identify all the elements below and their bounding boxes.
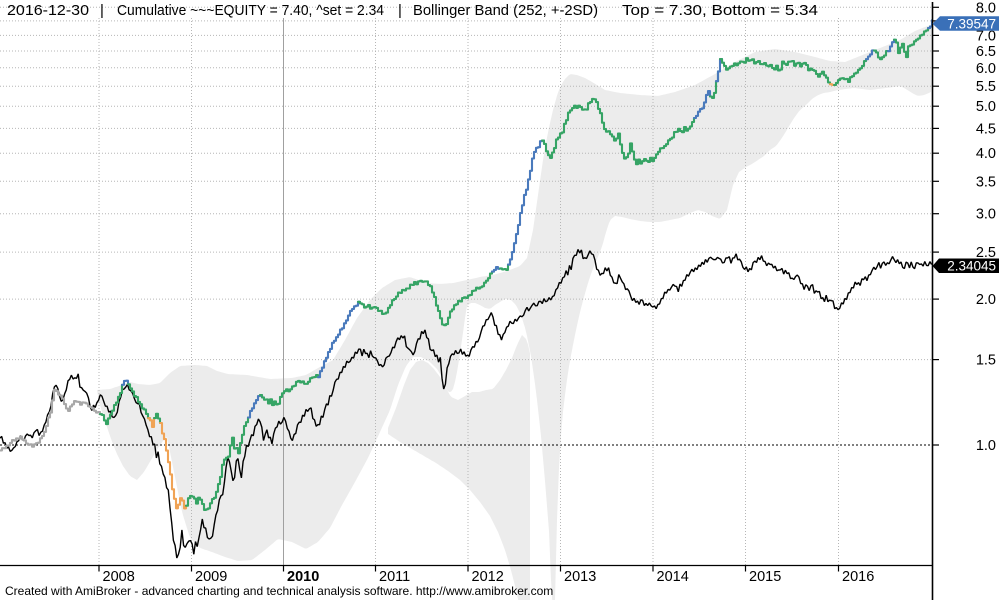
svg-text:5.5: 5.5 [976, 79, 996, 95]
svg-text:2.5: 2.5 [976, 245, 996, 261]
svg-text:7.39547: 7.39547 [947, 17, 996, 32]
svg-text:2010: 2010 [287, 569, 319, 585]
svg-text:6.0: 6.0 [976, 61, 996, 77]
svg-text:2016-12-30: 2016-12-30 [7, 2, 89, 19]
svg-text:2012: 2012 [472, 569, 504, 585]
svg-text:Bollinger Band (252, +-2SD): Bollinger Band (252, +-2SD) [413, 2, 598, 19]
svg-text:2013: 2013 [564, 569, 596, 585]
svg-text:2015: 2015 [749, 569, 781, 585]
svg-text:Cumulative ~~~EQUITY = 7.40, ^: Cumulative ~~~EQUITY = 7.40, ^set = 2.34 [117, 2, 384, 19]
svg-text:1.0: 1.0 [976, 438, 996, 454]
svg-text:2014: 2014 [657, 569, 689, 585]
svg-text:8.0: 8.0 [976, 0, 996, 16]
svg-text:6.5: 6.5 [976, 44, 996, 60]
svg-text:2016: 2016 [842, 569, 874, 585]
svg-text:|: | [100, 2, 104, 19]
svg-text:7.0: 7.0 [976, 28, 996, 44]
svg-text:2.34045: 2.34045 [947, 259, 996, 274]
svg-text:3.5: 3.5 [976, 174, 996, 190]
svg-text:Created with AmiBroker - advan: Created with AmiBroker - advanced charti… [5, 584, 553, 598]
svg-text:1.5: 1.5 [976, 353, 996, 369]
svg-text:2011: 2011 [379, 569, 410, 585]
svg-text:3.0: 3.0 [976, 207, 996, 223]
svg-text:4.0: 4.0 [976, 146, 996, 162]
svg-text:2008: 2008 [103, 569, 135, 585]
svg-text:5.0: 5.0 [976, 99, 996, 115]
svg-text:Top = 7.30, Bottom = 5.34: Top = 7.30, Bottom = 5.34 [622, 2, 818, 19]
svg-text:2009: 2009 [195, 569, 227, 585]
svg-text:|: | [398, 2, 402, 19]
svg-text:4.5: 4.5 [976, 121, 996, 137]
svg-text:2.0: 2.0 [976, 292, 996, 308]
